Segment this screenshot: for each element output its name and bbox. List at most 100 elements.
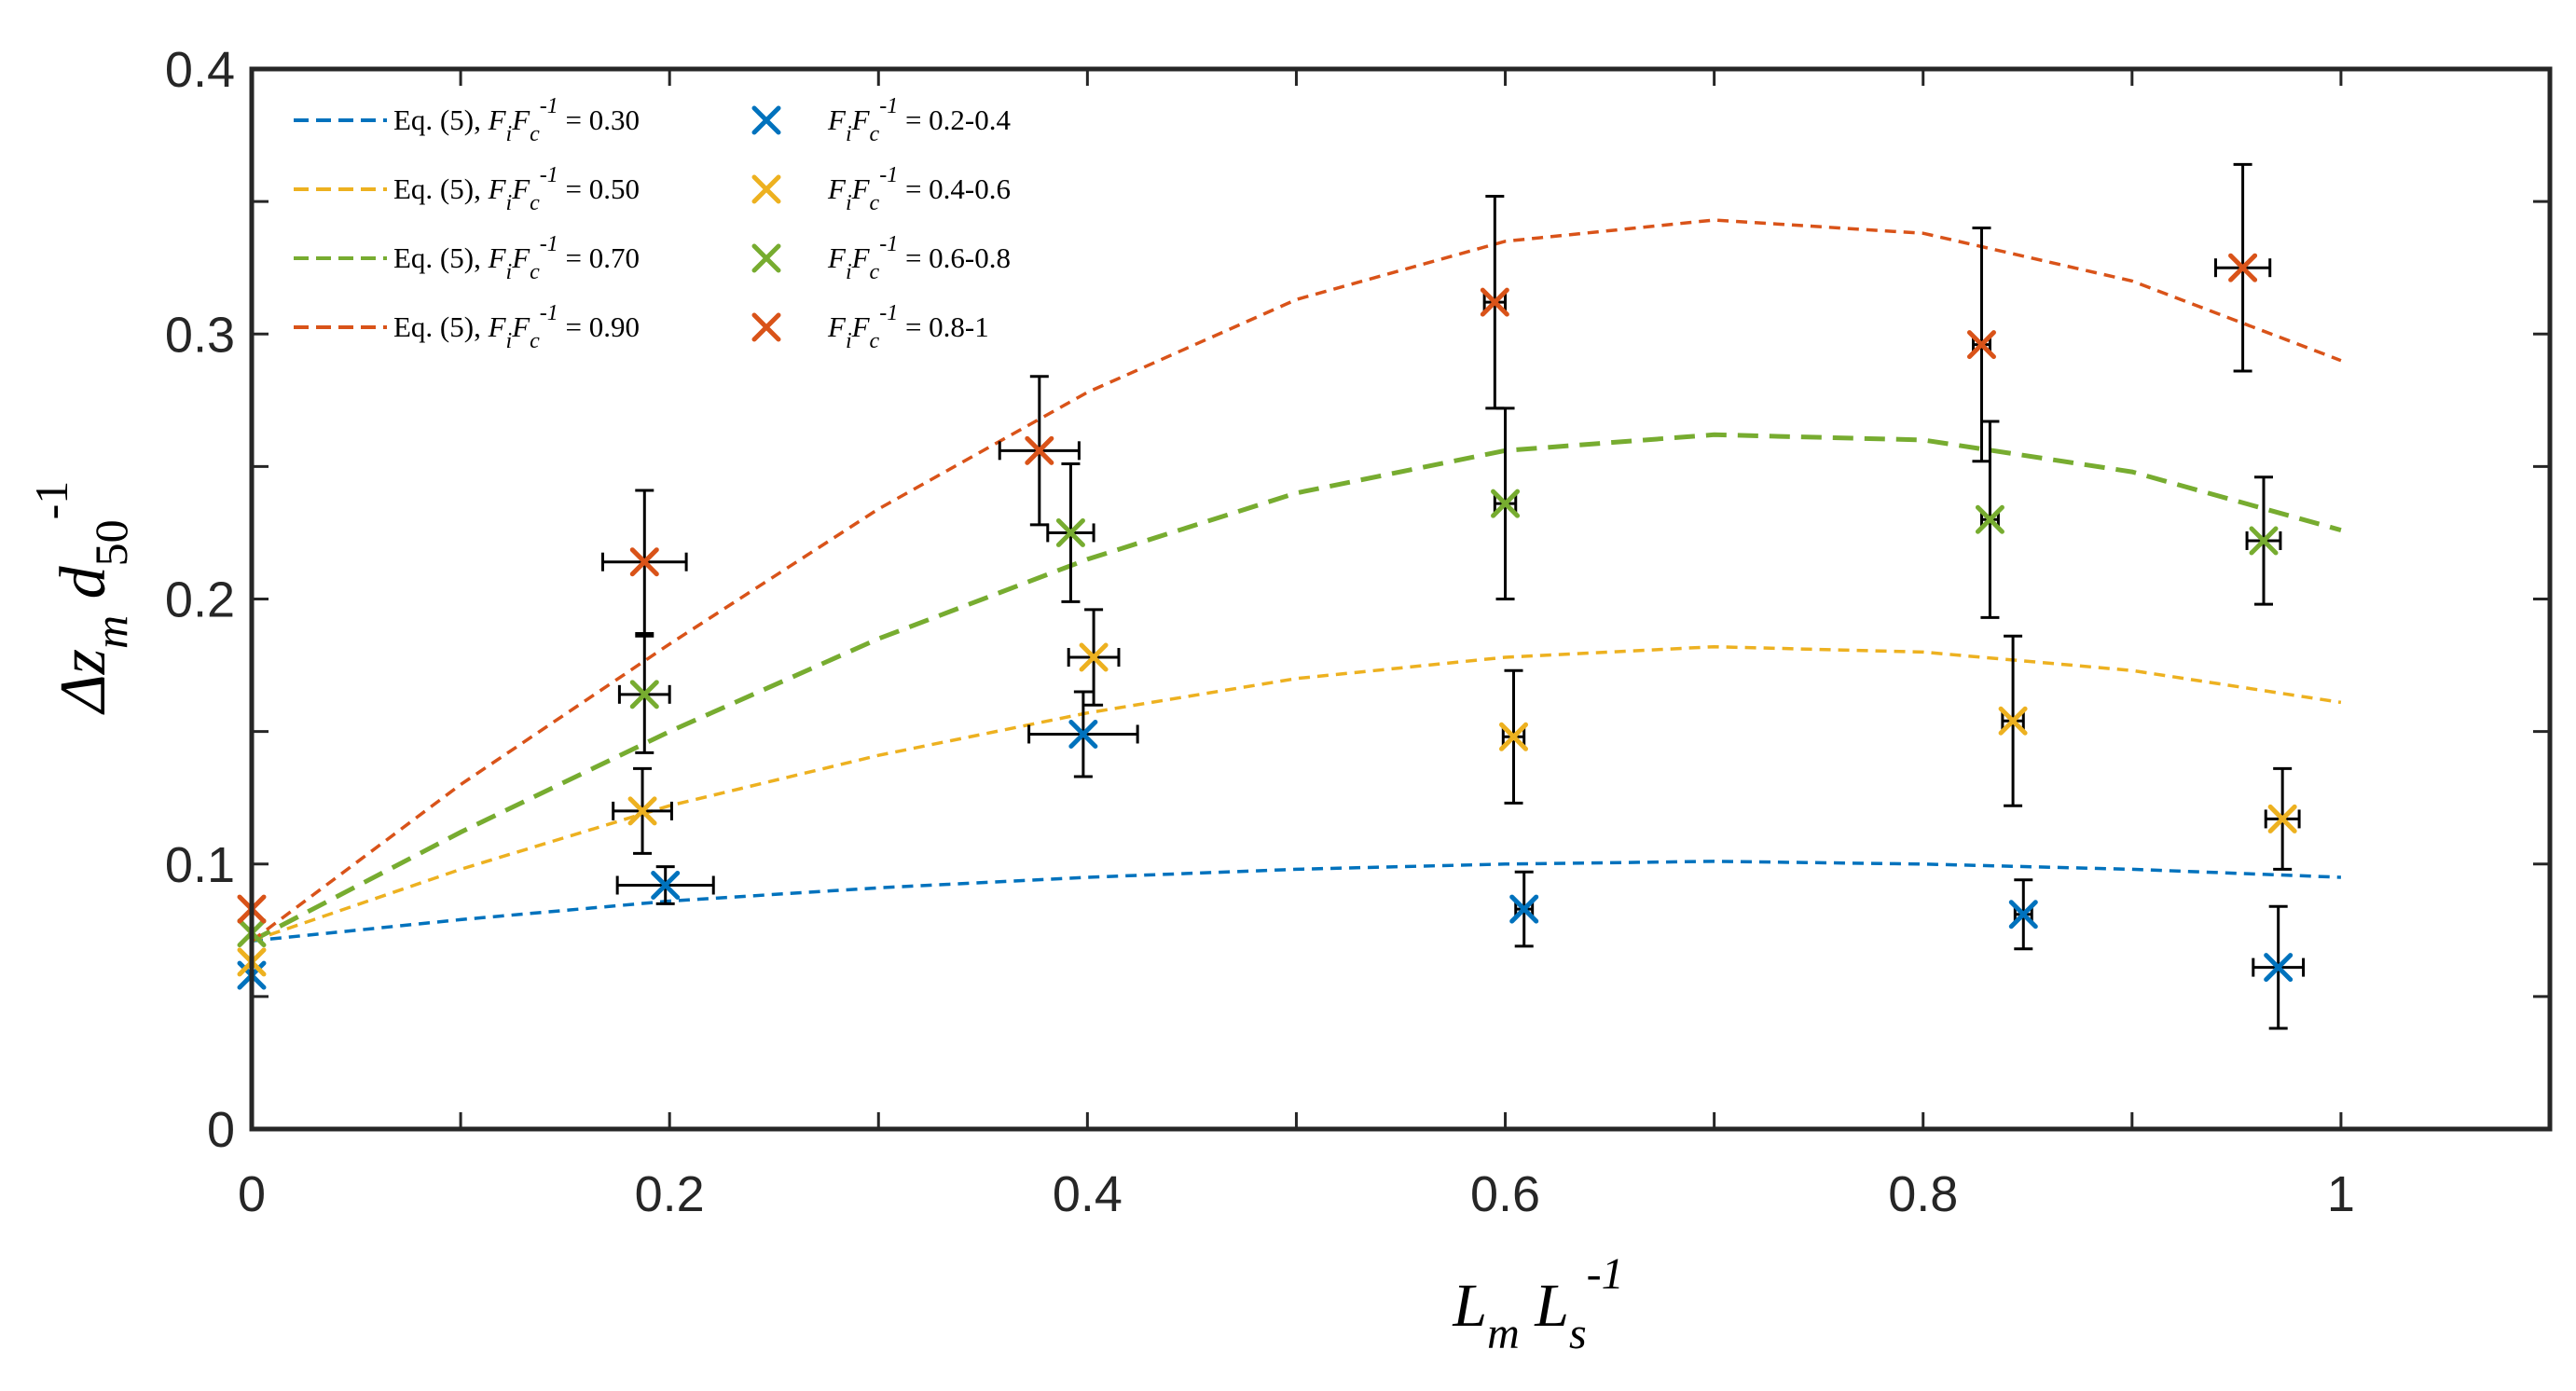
legend-subscript: i [846,329,852,353]
legend-marker-swatch [751,243,781,273]
x-tick-label: 0.4 [1053,1166,1123,1222]
data-point-series-2 [2267,804,2297,833]
x-tick-label: 0.6 [1470,1166,1540,1222]
data-point-series-1 [1068,719,1098,749]
legend-label-value: = 0.70 [558,241,640,274]
legend-superscript: -1 [879,232,898,256]
y-axis-title-subscript: 50 [85,519,137,566]
data-point-series-3 [1975,504,2004,534]
legend-var: F [511,241,530,274]
legend-entry-data: FiFc -1 = 0.2-0.4 [827,94,1012,146]
y-tick-label: 0.2 [165,572,235,628]
y-axis-title-superscript: -1 [25,481,77,520]
legend-superscript: -1 [879,163,898,187]
legend-label-value: = 0.4-0.6 [898,172,1011,205]
data-point-series-3 [629,680,659,709]
legend-var: F [827,172,847,205]
data-point-series-4 [1966,330,1996,360]
x-axis-title-superscript: -1 [1587,1249,1624,1299]
y-axis-title-var: Δz [48,649,119,715]
y-axis-title-subscript: m [85,615,137,649]
data-point-series-2 [1998,706,2028,736]
legend-subscript: c [530,260,540,284]
legend-superscript: -1 [540,94,558,118]
legend-subscript: c [870,260,880,284]
legend-subscript: i [506,260,513,284]
x-axis-title-subscript: s [1569,1309,1587,1358]
legend-superscript: -1 [879,301,898,325]
x-axis-title: Lm Ls-1 [1452,1249,1623,1358]
legend-label-prefix: Eq. (5), [393,172,489,205]
legend-entry-curve: Eq. (5), FiFc-1 = 0.90 [393,301,640,353]
data-point-series-4 [1025,435,1054,465]
legend-var: F [511,310,530,343]
legend-subscript: i [846,191,852,215]
legend-subscript: c [530,122,540,146]
legend-subscript: i [846,260,852,284]
legend-var: F [488,172,507,205]
y-axis-title: Δzm d50-1 [25,481,137,716]
data-point-series-3 [2249,526,2279,556]
x-axis-title-subscript: m [1487,1309,1520,1358]
legend-subscript: c [870,191,880,215]
data-point-series-2 [1499,722,1529,751]
x-tick-label: 0.8 [1888,1166,1958,1222]
legend-var: F [851,172,871,205]
legend-subscript: c [530,191,540,215]
legend-label-prefix: Eq. (5), [393,241,489,274]
legend-entry-curve: Eq. (5), FiFc-1 = 0.50 [393,163,640,215]
data-point-series-1 [651,870,681,900]
data-point-series-3 [1491,489,1521,518]
legend-label-prefix: Eq. (5), [393,310,489,343]
legend-var: F [827,241,847,274]
y-axis-title-var: d [48,565,119,615]
legend-var: F [488,241,507,274]
legend-label-value: = 0.50 [558,172,640,205]
legend-label-value: = 0.90 [558,310,640,343]
legend-var: F [827,310,847,343]
data-point-series-2 [1079,642,1109,672]
legend-label-prefix: Eq. (5), [393,103,489,136]
y-tick-label: 0.4 [165,42,235,98]
legend-subscript: c [530,329,540,353]
curve-line-1 [251,860,2341,943]
legend-var: F [511,103,530,136]
x-tick-label: 0.2 [635,1166,705,1222]
legend-subscript: c [870,122,880,146]
data-point-series-3 [1055,517,1085,547]
x-tick-label: 0 [238,1166,266,1222]
legend-var: F [511,172,530,205]
axes: 0 0.2 0.4 0.6 0.8 1 0 0.1 0.2 0.3 0.4 [165,42,2553,1222]
legend-var: F [851,241,871,274]
legend-label-value: = 0.8-1 [898,310,989,343]
curve-line-2 [251,644,2342,943]
legend-superscript: -1 [540,301,558,325]
legend-entry-curve: Eq. (5), FiFc-1 = 0.70 [393,232,640,284]
legend-marker-swatch [751,105,781,135]
legend-var: F [827,103,847,136]
data-point-series-1 [2008,900,2038,930]
legend-var: F [851,310,871,343]
legend-marker-swatch [751,174,781,204]
legend-entry-data: FiFc -1 = 0.8-1 [827,301,989,353]
y-tick-label: 0 [207,1102,235,1158]
legend-entry-data: FiFc -1 = 0.6-0.8 [827,232,1011,284]
legend-var: F [488,103,507,136]
data-point-series-1 [1509,894,1539,924]
legend-label-value: = 0.6-0.8 [898,241,1011,274]
legend-label-value: = 0.30 [558,103,640,136]
legend-subscript: c [870,329,880,353]
data-point-series-2 [627,796,657,826]
legend-superscript: -1 [540,163,558,187]
legend-subscript: i [506,122,513,146]
legend-entry-curve: Eq. (5), FiFc-1 = 0.30 [393,94,640,146]
data-point-series-4 [1480,287,1509,317]
legend-marker-swatch [751,312,781,342]
legend-entry-data: FiFc -1 = 0.4-0.6 [827,163,1011,215]
y-tick-label: 0.1 [165,837,235,893]
legend-var: F [851,103,871,136]
y-tick-label: 0.3 [165,307,235,363]
